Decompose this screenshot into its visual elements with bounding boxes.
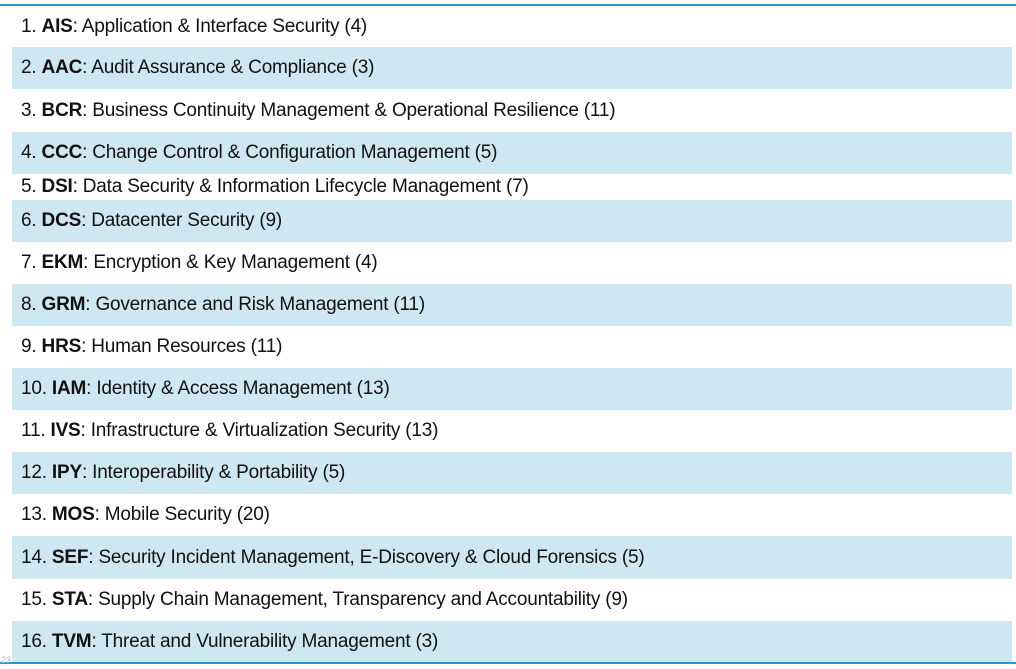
item-code: CCC bbox=[41, 142, 83, 163]
list-item: 4. CCC: Change Control & Configuration M… bbox=[12, 132, 1012, 174]
list-item: 16. TVM: Threat and Vulnerability Manage… bbox=[12, 621, 1012, 662]
list-item: 15. STA: Supply Chain Management, Transp… bbox=[12, 579, 1012, 621]
item-description: : Data Security & Information Lifecycle … bbox=[72, 176, 529, 197]
item-number: 3. bbox=[21, 99, 37, 121]
item-number: 10. bbox=[21, 378, 47, 399]
item-number: 14. bbox=[21, 546, 47, 568]
item-number: 8. bbox=[21, 294, 37, 315]
item-number: 13. bbox=[21, 504, 47, 525]
item-number: 7. bbox=[21, 252, 37, 273]
item-number: 2. bbox=[21, 57, 37, 78]
list-item: 13. MOS: Mobile Security (20) bbox=[12, 494, 1012, 536]
item-description: : Identity & Access Management (13) bbox=[86, 378, 390, 399]
item-description: : Audit Assurance & Compliance (3) bbox=[82, 57, 375, 78]
list-item: 7. EKM: Encryption & Key Management (4) bbox=[12, 242, 1012, 284]
item-number: 1. bbox=[21, 15, 37, 37]
item-description: : Human Resources (11) bbox=[81, 336, 283, 357]
item-code: IPY bbox=[51, 462, 82, 483]
list-item: 8. GRM: Governance and Risk Management (… bbox=[12, 284, 1012, 326]
item-description: : Encryption & Key Management (4) bbox=[83, 252, 378, 273]
item-number: 15. bbox=[21, 589, 47, 610]
list-item: 3. BCR: Business Continuity Management &… bbox=[12, 89, 1012, 132]
item-code: IVS bbox=[50, 420, 81, 441]
item-code: MOS bbox=[51, 504, 95, 525]
item-code: HRS bbox=[41, 336, 82, 357]
item-description: : Supply Chain Management, Transparency … bbox=[87, 589, 628, 610]
item-code: IAM bbox=[51, 378, 87, 399]
item-code: STA bbox=[51, 589, 88, 610]
item-code: BCR bbox=[41, 99, 83, 121]
item-code: AAC bbox=[41, 57, 83, 78]
item-description: : Interoperability & Portability (5) bbox=[81, 462, 346, 483]
top-rule bbox=[0, 4, 1016, 6]
item-number: 16. bbox=[21, 630, 47, 652]
list-item: 12. IPY: Interoperability & Portability … bbox=[12, 452, 1012, 494]
item-description: : Application & Interface Security (4) bbox=[72, 15, 368, 37]
list-item: 9. HRS: Human Resources (11) bbox=[12, 326, 1012, 368]
item-code: DSI bbox=[41, 176, 73, 197]
item-description: : Infrastructure & Virtualization Securi… bbox=[80, 420, 439, 441]
page-number: 23 bbox=[1, 655, 12, 665]
item-code: SEF bbox=[51, 546, 89, 568]
item-number: 9. bbox=[21, 336, 37, 357]
item-code: GRM bbox=[41, 294, 86, 315]
item-number: 5. bbox=[21, 176, 37, 197]
item-number: 12. bbox=[21, 462, 47, 483]
item-code: AIS bbox=[41, 15, 73, 37]
domain-list: 1. AIS: Application & Interface Security… bbox=[12, 6, 1012, 662]
list-item: 1. AIS: Application & Interface Security… bbox=[12, 6, 1012, 47]
item-description: : Security Incident Management, E-Discov… bbox=[88, 546, 645, 568]
list-item: 14. SEF: Security Incident Management, E… bbox=[12, 536, 1012, 579]
list-item: 11. IVS: Infrastructure & Virtualization… bbox=[12, 410, 1012, 452]
item-description: : Change Control & Configuration Managem… bbox=[82, 142, 498, 163]
item-description: : Mobile Security (20) bbox=[94, 504, 270, 525]
item-code: EKM bbox=[41, 252, 84, 273]
bottom-rule bbox=[0, 662, 1016, 664]
list-item: 6. DCS: Datacenter Security (9) bbox=[12, 200, 1012, 242]
list-item: 10. IAM: Identity & Access Management (1… bbox=[12, 368, 1012, 410]
item-description: : Governance and Risk Management (11) bbox=[85, 294, 425, 315]
item-description: : Business Continuity Management & Opera… bbox=[82, 99, 616, 121]
item-description: : Datacenter Security (9) bbox=[81, 210, 282, 231]
item-code: DCS bbox=[41, 210, 82, 231]
item-number: 6. bbox=[21, 210, 37, 231]
list-item: 2. AAC: Audit Assurance & Compliance (3) bbox=[12, 47, 1012, 89]
item-number: 11. bbox=[21, 420, 46, 441]
item-code: TVM bbox=[51, 630, 92, 652]
item-number: 4. bbox=[21, 142, 37, 163]
list-item: 5. DSI: Data Security & Information Life… bbox=[12, 174, 1012, 200]
item-description: : Threat and Vulnerability Management (3… bbox=[91, 630, 439, 652]
